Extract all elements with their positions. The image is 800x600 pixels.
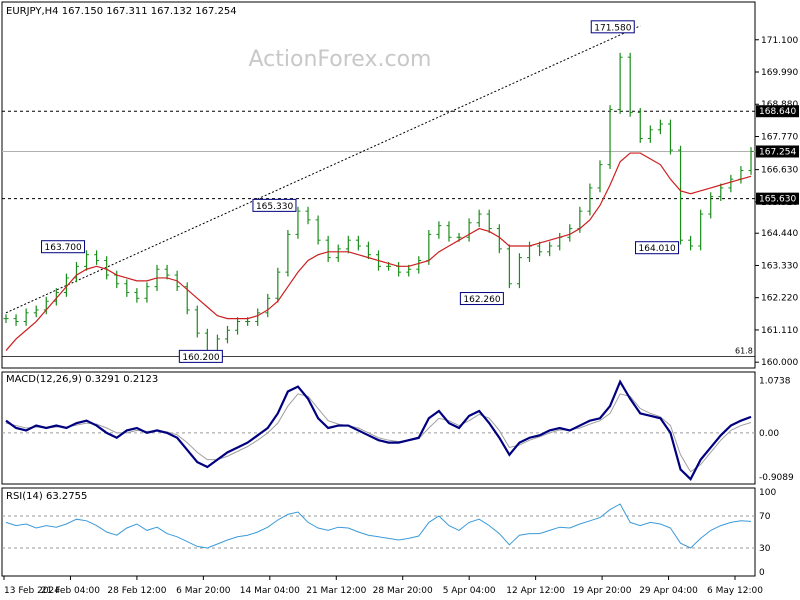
price-annotation-label: 164.010: [639, 244, 676, 254]
price-annotation-label: 163.700: [45, 243, 82, 253]
level-label-bg: [756, 192, 799, 205]
price-annotation-label: 162.260: [463, 295, 500, 305]
x-tick-label: 12 Apr 12:00: [506, 586, 565, 596]
x-tick-label: 14 Mar 04:00: [240, 586, 300, 596]
price-annotation-box: [635, 241, 680, 255]
current-price-label: 167.254: [759, 147, 796, 157]
moving-average-line: [5, 152, 752, 351]
rsi-y-tick-label: 70: [759, 512, 771, 522]
x-tick-label: 13 Feb 2024: [4, 586, 60, 596]
x-tick-label: 21 Mar 12:00: [306, 586, 366, 596]
price-annotation-label: 171.580: [594, 23, 631, 33]
x-tick-label: 29 Apr 04:00: [639, 586, 698, 596]
level-label: 168.640: [759, 107, 796, 117]
macd-header: MACD(12,26,9) 0.3291 0.2123: [6, 374, 159, 385]
price-panel-frame: [1, 1, 756, 369]
price-y-tick-label: 164.440: [761, 229, 798, 239]
watermark: ActionForex.com: [249, 47, 432, 72]
macd-y-tick-label: -0.9089: [759, 473, 794, 483]
price-y-tick-label: 163.330: [761, 261, 798, 271]
price-annotation-label: 160.200: [182, 353, 219, 363]
ohlc-values: 167.150 167.311 167.132 167.254: [61, 6, 237, 17]
macd-line: [5, 379, 752, 481]
x-tick-label: 28 Feb 12:00: [107, 586, 166, 596]
level-label: 165.630: [759, 195, 796, 205]
price-y-tick-label: 167.770: [761, 132, 798, 142]
trendline: [5, 25, 641, 314]
rsi-panel-frame: [1, 487, 756, 577]
price-annotation-box: [41, 240, 86, 254]
x-tick-label: 28 Mar 20:00: [373, 586, 433, 596]
x-tick-label: 6 May 12:00: [707, 586, 763, 596]
macd-y-tick-label: 0.00: [759, 429, 779, 439]
price-annotation-box: [590, 20, 635, 34]
x-tick-label: 21 Feb 04:00: [41, 586, 100, 596]
price-y-tick-label: 161.110: [761, 326, 798, 336]
current-price-label-bg: [756, 145, 799, 158]
macd-y-tick-label: 1.0738: [759, 377, 791, 387]
x-tick-label: 5 Apr 04:00: [443, 586, 496, 596]
price-y-tick-label: 162.220: [761, 294, 798, 304]
fib-label: 61.8: [735, 346, 753, 355]
x-tick-label: 19 Apr 20:00: [573, 586, 632, 596]
macd-signal-line: [5, 393, 752, 473]
rsi-y-tick-label: 100: [759, 488, 776, 498]
price-annotation-box: [252, 198, 297, 212]
price-annotation-box: [178, 349, 223, 363]
price-y-tick-label: 166.630: [761, 166, 798, 176]
price-annotation-box: [459, 292, 504, 306]
price-y-tick-label: 171.100: [761, 36, 798, 46]
x-tick-label: 6 Mar 20:00: [176, 586, 231, 596]
price-header: EURJPY,H4 167.150 167.311 167.132 167.25…: [6, 6, 237, 17]
macd-panel-frame: [1, 371, 756, 485]
rsi-y-tick-label: 30: [759, 544, 771, 554]
level-label-bg: [756, 105, 799, 118]
rsi-line: [5, 503, 752, 549]
symbol-timeframe: EURJPY,H4: [6, 6, 59, 17]
rsi-y-tick-label: 0: [759, 568, 765, 578]
price-y-tick-label: 160.000: [761, 358, 798, 368]
rsi-header: RSI(14) 63.2755: [6, 491, 88, 502]
price-annotation-label: 165.330: [256, 202, 293, 212]
price-y-tick-label: 169.990: [761, 68, 798, 78]
